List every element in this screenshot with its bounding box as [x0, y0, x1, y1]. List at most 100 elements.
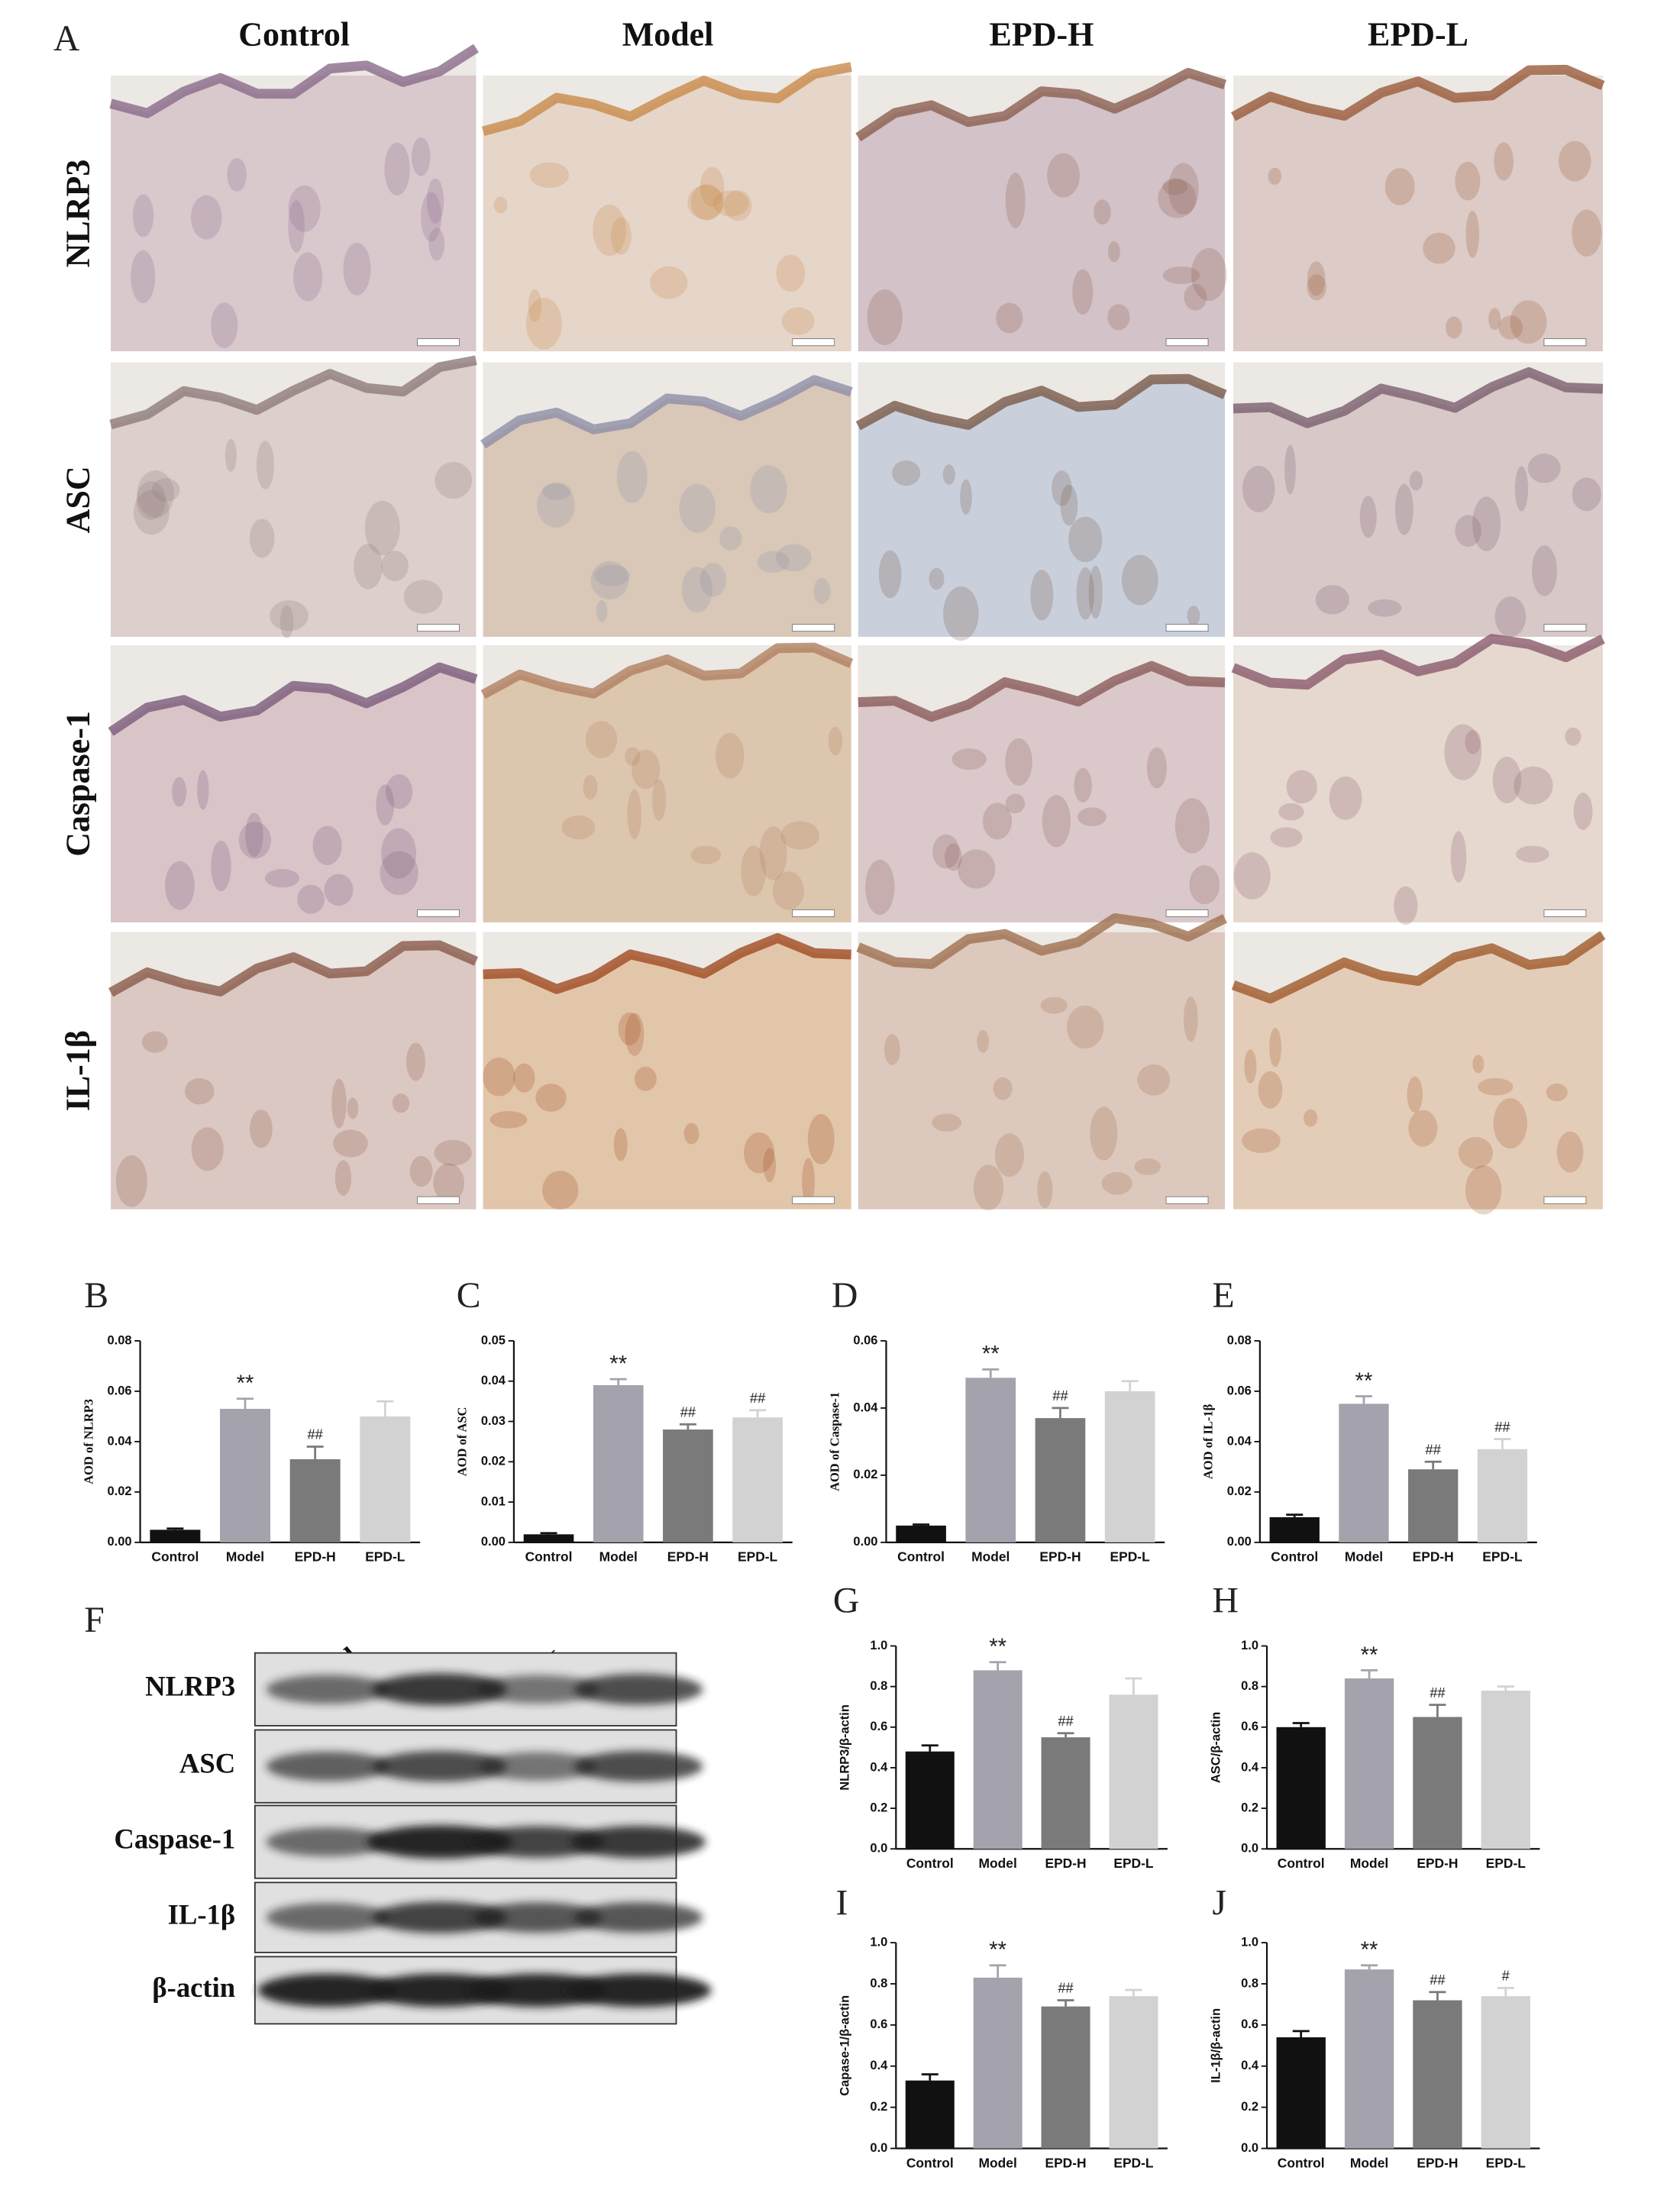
- error-bar: [1497, 1685, 1514, 1691]
- y-tick-label: 0.8: [870, 1679, 887, 1693]
- tissue-structure: [1527, 454, 1561, 483]
- tissue-structure: [945, 843, 962, 871]
- bar: [523, 1534, 574, 1542]
- tissue-structure: [1094, 199, 1111, 224]
- tissue-background: [111, 75, 477, 352]
- bar: [905, 1751, 955, 1849]
- tissue-structure: [403, 580, 443, 614]
- y-tick-label: 0.4: [870, 2059, 888, 2072]
- x-tick-label: Model: [1345, 1549, 1383, 1565]
- error-bar: [1497, 1986, 1514, 1997]
- x-tick-label: EPD-H: [1045, 2155, 1086, 2170]
- error-bar: [1125, 1988, 1142, 1997]
- tissue-structure: [1090, 1106, 1118, 1161]
- scale-bar: [1543, 909, 1587, 918]
- protein-label: NLRP3: [145, 1671, 235, 1702]
- tissue-structure: [596, 599, 608, 622]
- x-tick-label: EPD-L: [1486, 1856, 1527, 1871]
- histology-image: [1233, 362, 1604, 637]
- significance-label: **: [237, 1371, 254, 1396]
- y-tick-label: 1.0: [870, 1639, 887, 1652]
- tissue-structure: [807, 1113, 835, 1164]
- tissue-structure: [618, 1012, 641, 1046]
- x-tick-label: EPD-H: [1039, 1549, 1081, 1565]
- blot-band: [470, 1826, 606, 1858]
- tissue-structure: [238, 822, 271, 859]
- y-tick-label: 0.00: [1227, 1535, 1252, 1549]
- tissue-structure: [1189, 865, 1220, 905]
- tissue-structure: [1074, 767, 1092, 803]
- error-bar: [540, 1532, 557, 1535]
- chart-title: I: [836, 1883, 848, 1923]
- tissue-background: [858, 75, 1226, 352]
- bar: [1481, 1996, 1530, 2149]
- x-tick-label: EPD-L: [1486, 2155, 1527, 2170]
- tissue-structure: [681, 567, 713, 613]
- error-bar: [913, 1523, 930, 1526]
- tissue-structure: [312, 825, 342, 865]
- tissue-structure: [929, 567, 945, 590]
- y-tick-label: 0.8: [1241, 1679, 1258, 1693]
- clear-area: [1233, 638, 1603, 685]
- bar: [896, 1525, 946, 1542]
- tissue-structure: [1052, 470, 1072, 506]
- y-tick-label: 0.0: [1241, 1842, 1258, 1856]
- blot-band: [372, 1750, 507, 1782]
- tissue-structure: [279, 605, 294, 638]
- tissue-structure: [191, 1127, 224, 1171]
- tissue-structure: [513, 1063, 535, 1093]
- tissue-structure: [1532, 545, 1557, 596]
- tissue-structure: [884, 1034, 900, 1065]
- clear-area: [111, 644, 477, 732]
- tissue-structure: [343, 242, 371, 296]
- bar: [1276, 1727, 1326, 1849]
- tissue-structure: [1455, 515, 1481, 548]
- row-label: NLRP3: [60, 160, 97, 268]
- blot-band: [573, 1674, 703, 1705]
- protein-label: ASC: [179, 1748, 235, 1779]
- error-bar: [921, 2073, 939, 2081]
- x-tick-label: Control: [525, 1549, 573, 1565]
- clear-area: [1233, 932, 1603, 999]
- tissue-structure: [1268, 167, 1282, 185]
- error-bar: [1057, 1999, 1074, 2007]
- tissue-structure: [780, 821, 819, 850]
- y-tick-label: 0.03: [481, 1414, 506, 1428]
- tissue-structure: [679, 483, 716, 533]
- tissue-structure: [493, 196, 508, 214]
- clear-area: [858, 918, 1226, 964]
- tissue-structure: [115, 1155, 147, 1207]
- epidermis: [1231, 931, 1606, 1004]
- scale-bar: [417, 338, 460, 347]
- tissue-structure: [435, 462, 473, 499]
- tissue-structure: [211, 840, 231, 892]
- tissue-structure: [610, 217, 632, 255]
- tissue-structure: [1494, 142, 1514, 181]
- histology-image: [855, 362, 1227, 641]
- tissue-structure: [185, 1077, 215, 1105]
- scale-bar: [417, 1196, 460, 1204]
- error-bar: [306, 1446, 324, 1459]
- x-tick-label: Control: [906, 1856, 954, 1871]
- tissue-structure: [719, 526, 742, 551]
- y-tick-label: 0.06: [107, 1384, 131, 1397]
- error-bar: [1057, 1732, 1074, 1738]
- tissue-structure: [878, 550, 902, 599]
- bar: [1104, 1391, 1155, 1542]
- error-bar: [989, 1661, 1006, 1671]
- tissue-structure: [1514, 766, 1553, 805]
- bar: [220, 1409, 271, 1542]
- bar: [1276, 2037, 1326, 2149]
- tissue-structure: [763, 1148, 777, 1183]
- tissue-structure: [364, 500, 400, 556]
- significance-label: **: [982, 1342, 1000, 1367]
- error-bar: [1429, 1991, 1446, 2001]
- protein-label: Caspase-1: [114, 1823, 235, 1855]
- tissue-structure: [164, 861, 195, 910]
- y-tick-label: 0.06: [1227, 1384, 1252, 1397]
- tissue-structure: [250, 1110, 273, 1148]
- tissue-structure: [683, 1122, 699, 1145]
- tissue-structure: [421, 192, 442, 242]
- tissue-structure: [1270, 827, 1303, 848]
- tissue-structure: [386, 774, 413, 809]
